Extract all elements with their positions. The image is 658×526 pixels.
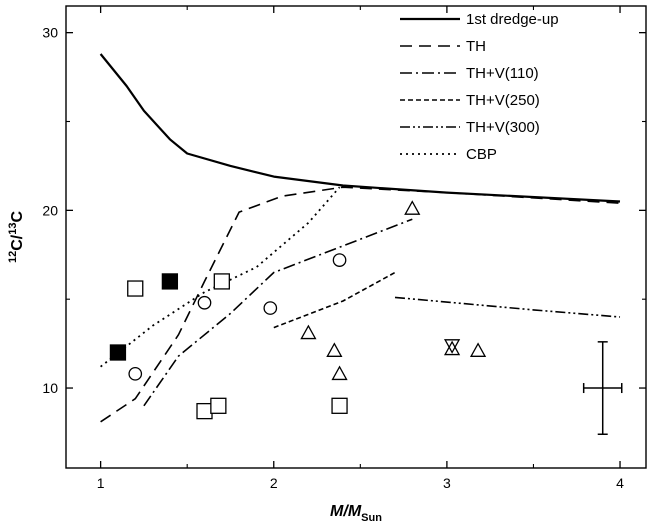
y-tick-label: 10 — [42, 380, 58, 396]
legend-label: TH — [466, 38, 486, 55]
legend: 1st dredge-up TH TH+V(110) TH+V(250) TH+V(30… — [400, 11, 559, 163]
legend-label: TH+V(110) — [466, 65, 539, 82]
data-point-square-filled — [161, 273, 179, 290]
series-line-cbp — [100, 186, 341, 368]
data-point-triangle-up — [326, 342, 343, 357]
data-point-square-open — [196, 402, 213, 420]
series-line-th-v-300 — [394, 296, 621, 318]
y-axis-title: 12C/13C — [7, 211, 26, 264]
legend-label: CBP — [466, 146, 497, 163]
data-point-circle — [332, 253, 347, 267]
x-tick-label: 1 — [97, 475, 105, 491]
data-point-square-open — [127, 280, 144, 297]
x-axis-title: M/MSun — [330, 503, 382, 524]
data-layer — [99, 53, 623, 435]
legend-label: TH+V(300) — [466, 119, 540, 136]
error-bar — [582, 341, 623, 435]
plot-frame — [65, 5, 647, 469]
legend-label: 1st dredge-up — [466, 11, 559, 28]
legend-item-th-v-250: TH+V(250) — [400, 92, 540, 109]
series-line-th-v-250 — [273, 271, 396, 329]
y-tick-label: 30 — [42, 25, 58, 41]
data-point-triangle-up — [443, 340, 461, 356]
data-point-circle — [197, 295, 212, 310]
data-point-square-filled — [109, 344, 127, 361]
legend-item-cbp: CBP — [400, 146, 497, 163]
legend-label: TH+V(250) — [466, 92, 540, 109]
data-point-triangle-up — [300, 324, 317, 340]
data-point-square-open — [210, 397, 227, 414]
data-point-circle — [263, 301, 278, 315]
legend-item-th: TH — [400, 38, 486, 55]
legend-item-1st-dredge-up: 1st dredge-up — [400, 11, 559, 28]
data-point-triangle-down — [443, 339, 461, 354]
data-point-triangle-up — [331, 365, 348, 381]
x-tick-label: 3 — [443, 475, 451, 491]
ticks-layer: 1 2 3 4 10 20 30 — [42, 6, 646, 491]
data-point-triangle-up — [469, 342, 487, 357]
x-tick-label: 2 — [270, 475, 278, 491]
data-point-triangle-up — [404, 200, 421, 215]
data-point-square-open — [213, 273, 230, 290]
series-line-1st-dredge-up — [99, 53, 621, 203]
series-line-th — [100, 186, 621, 423]
series-line-th-v-110 — [143, 218, 413, 407]
y-tick-label: 20 — [42, 202, 58, 218]
data-point-circle — [128, 366, 143, 381]
x-tick-label: 4 — [616, 475, 624, 491]
data-point-square-open — [331, 397, 348, 414]
legend-item-th-v-110: TH+V(110) — [400, 65, 539, 82]
legend-item-th-v-300: TH+V(300) — [400, 119, 540, 136]
